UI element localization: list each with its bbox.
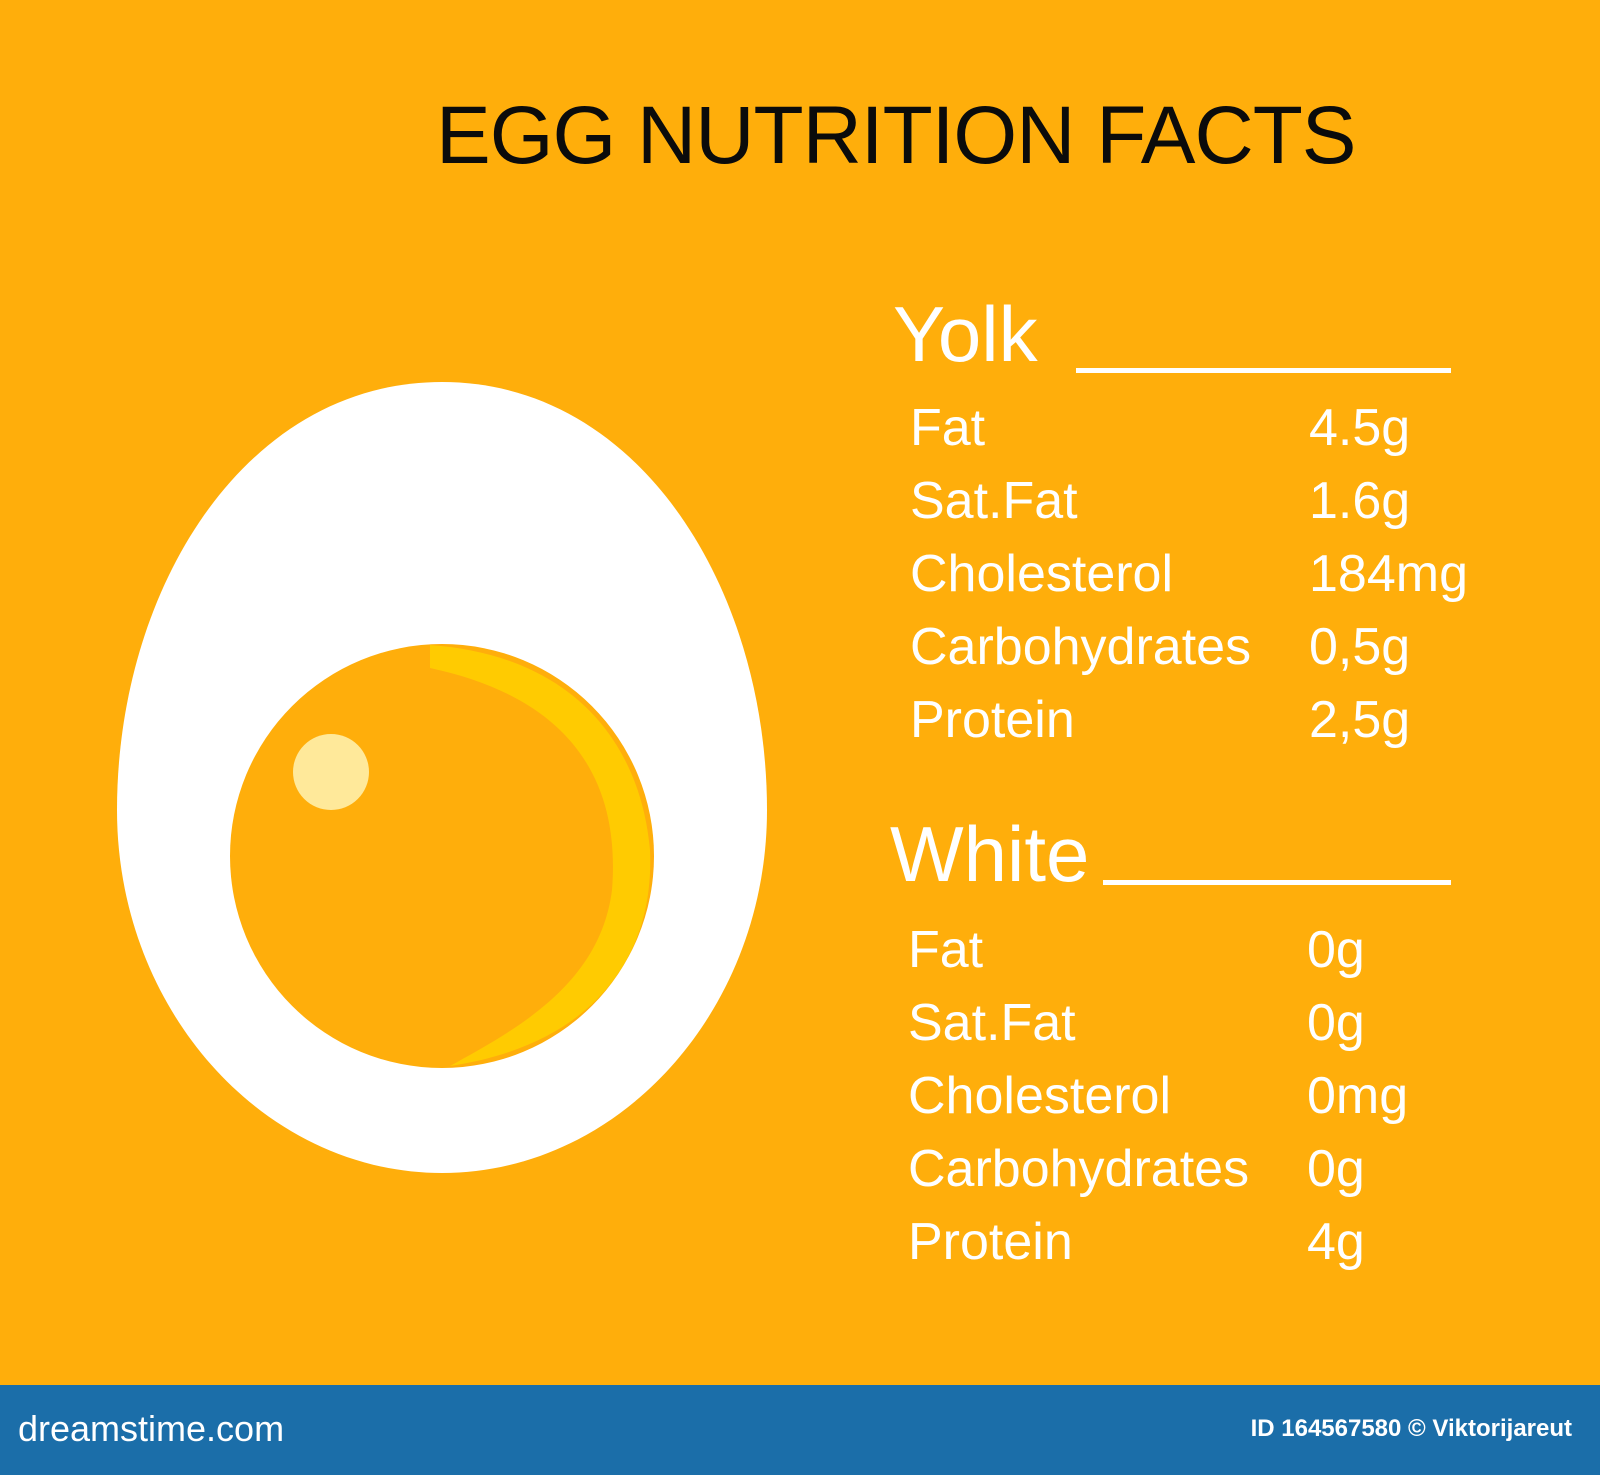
- nutrient-value: 4.5g: [1309, 399, 1411, 457]
- egg-illustration: [117, 382, 767, 1173]
- nutrient-label: Carbohydrates: [908, 1140, 1250, 1198]
- watermark-image-id: ID 164567580 © Viktorijareut: [1250, 1415, 1572, 1442]
- nutrient-row: Protein 2,5g: [910, 685, 1510, 755]
- nutrient-label: Fat: [908, 921, 984, 979]
- watermark-bar: dreamstime.com ID 164567580 © Viktorijar…: [0, 1385, 1600, 1475]
- nutrient-label: Cholesterol: [908, 1067, 1172, 1125]
- watermark-brand: dreamstime.com: [18, 1408, 285, 1449]
- yolk-heading-rule: [1076, 368, 1451, 373]
- nutrient-value: 0,5g: [1309, 618, 1411, 676]
- nutrient-value: 0g: [1307, 994, 1365, 1052]
- nutrient-row: Sat.Fat 0g: [908, 988, 1508, 1058]
- nutrient-label: Sat.Fat: [910, 472, 1078, 530]
- nutrient-value: 0mg: [1307, 1067, 1409, 1125]
- nutrient-row: Cholesterol 184mg: [910, 539, 1510, 609]
- nutrient-row: Fat 4.5g: [910, 393, 1510, 463]
- nutrient-label: Cholesterol: [910, 545, 1174, 603]
- nutrient-label: Carbohydrates: [910, 618, 1252, 676]
- nutrient-value: 0g: [1307, 1140, 1365, 1198]
- white-heading: White: [890, 810, 1090, 898]
- white-heading-rule: [1103, 880, 1451, 885]
- nutrient-label: Protein: [908, 1213, 1073, 1271]
- nutrient-value: 0g: [1307, 921, 1365, 979]
- nutrient-row: Sat.Fat 1.6g: [910, 466, 1510, 536]
- nutrient-row: Carbohydrates 0,5g: [910, 612, 1510, 682]
- yolk-highlight-shape: [293, 734, 369, 810]
- yolk-rim-shape: [430, 645, 651, 1066]
- nutrient-row: Carbohydrates 0g: [908, 1134, 1508, 1204]
- nutrient-label: Fat: [910, 399, 986, 457]
- nutrient-value: 2,5g: [1309, 691, 1411, 749]
- nutrient-value: 4g: [1307, 1213, 1365, 1271]
- watermark-footer: dreamstime.com ID 164567580 © Viktorijar…: [0, 1385, 1600, 1475]
- nutrient-value: 184mg: [1309, 545, 1468, 603]
- nutrition-poster: EGG NUTRITION FACTS Yolk Fat 4.5g Sat.Fat 1…: [0, 0, 1600, 1385]
- page-title: EGG NUTRITION FACTS: [436, 90, 1356, 181]
- nutrient-label: Protein: [910, 691, 1075, 749]
- yolk-heading: Yolk: [893, 290, 1038, 378]
- nutrient-row: Fat 0g: [908, 915, 1508, 985]
- nutrient-row: Cholesterol 0mg: [908, 1061, 1508, 1131]
- nutrient-value: 1.6g: [1309, 472, 1411, 530]
- nutrient-row: Protein 4g: [908, 1207, 1508, 1277]
- nutrient-label: Sat.Fat: [908, 994, 1076, 1052]
